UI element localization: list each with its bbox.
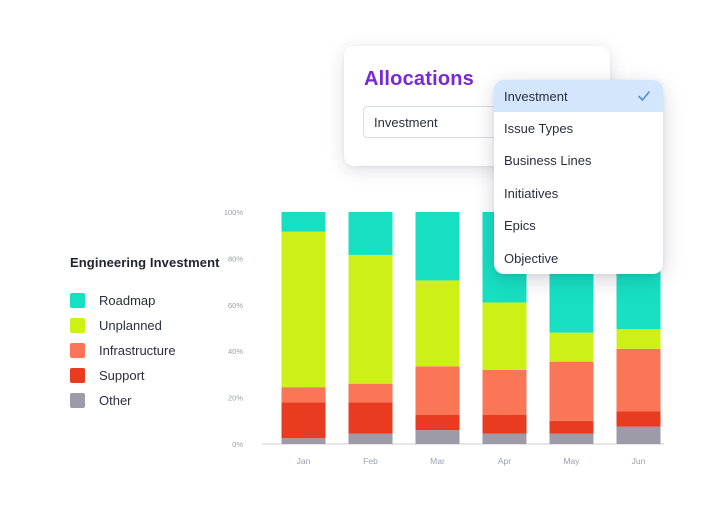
bar-segment-roadmap-feb <box>348 212 393 255</box>
chart-legend: Engineering Investment Roadmap Unplanned I… <box>70 255 230 413</box>
bar-segment-infrastructure-may <box>549 361 594 421</box>
legend-item-unplanned: Unplanned <box>70 313 230 338</box>
x-tick-label: May <box>563 456 580 466</box>
bar-segment-roadmap-jan <box>281 212 326 232</box>
bar-segment-other-mar <box>415 430 460 444</box>
legend-item-other: Other <box>70 388 230 413</box>
legend-item-infrastructure: Infrastructure <box>70 338 230 363</box>
x-tick-label: Mar <box>430 456 445 466</box>
bar-segment-support-apr <box>482 415 527 434</box>
dropdown-option-label: Epics <box>504 218 536 234</box>
bar-segment-other-jan <box>281 438 326 444</box>
legend-label: Roadmap <box>99 293 156 308</box>
bar-segment-infrastructure-feb <box>348 383 393 403</box>
bar-segment-other-may <box>549 433 594 444</box>
bar-segment-unplanned-jan <box>281 231 326 388</box>
legend-item-support: Support <box>70 363 230 388</box>
dropdown-option-epics[interactable]: Epics <box>494 210 663 242</box>
legend-title: Engineering Investment <box>70 255 220 270</box>
card-title: Allocations <box>364 68 474 90</box>
legend-swatch <box>70 343 85 358</box>
legend-item-roadmap: Roadmap <box>70 288 230 313</box>
legend-items: Roadmap Unplanned Infrastructure Support Oth… <box>70 288 230 413</box>
x-tick-label: Jun <box>632 456 646 466</box>
bar-segment-infrastructure-jun <box>616 348 661 412</box>
bar-segment-unplanned-apr <box>482 302 527 370</box>
dropdown-option-objective[interactable]: Objective <box>494 242 663 274</box>
dropdown-option-label: Initiatives <box>504 185 559 201</box>
bar-segment-infrastructure-apr <box>482 369 527 415</box>
x-tick-label: Feb <box>363 456 378 466</box>
select-value: Investment <box>374 114 438 130</box>
bar-segment-other-jun <box>616 426 661 444</box>
bar-segment-unplanned-mar <box>415 280 460 367</box>
legend-label: Support <box>99 368 145 383</box>
bar-segment-infrastructure-mar <box>415 366 460 415</box>
dropdown-option-label: Issue Types <box>504 121 574 137</box>
x-tick-label: Apr <box>498 456 511 466</box>
bar-segment-unplanned-may <box>549 332 594 362</box>
bar-segment-roadmap-mar <box>415 212 460 281</box>
y-tick-label: 0% <box>232 440 243 449</box>
bar-segment-unplanned-feb <box>348 254 393 384</box>
bar-segment-unplanned-jun <box>616 329 661 349</box>
y-tick-label: 60% <box>228 301 243 310</box>
y-tick-label: 40% <box>228 347 243 356</box>
dropdown-option-label: Objective <box>504 250 559 266</box>
dropdown-option-label: Investment <box>504 88 568 104</box>
legend-swatch <box>70 368 85 383</box>
bar-segment-support-jun <box>616 411 661 427</box>
legend-swatch <box>70 393 85 408</box>
legend-label: Unplanned <box>99 318 162 333</box>
dropdown-option-initiatives[interactable]: Initiatives <box>494 177 663 209</box>
allocation-dropdown-menu: Investment Issue Types Business Lines Initi… <box>494 80 663 274</box>
bar-segment-other-apr <box>482 433 527 444</box>
legend-label: Other <box>99 393 132 408</box>
bar-segment-support-mar <box>415 415 460 431</box>
y-tick-label: 20% <box>228 394 243 403</box>
dropdown-option-label: Business Lines <box>504 153 592 169</box>
x-tick-label: Jan <box>297 456 311 466</box>
y-tick-label: 100% <box>224 208 244 217</box>
check-icon <box>638 91 650 101</box>
dropdown-option-investment[interactable]: Investment <box>494 80 663 113</box>
legend-swatch <box>70 318 85 333</box>
bar-segment-support-jan <box>281 402 326 439</box>
bar-segment-infrastructure-jan <box>281 387 326 403</box>
legend-label: Infrastructure <box>99 343 176 358</box>
dropdown-option-business-lines[interactable]: Business Lines <box>494 145 663 177</box>
dropdown-option-issue-types[interactable]: Issue Types <box>494 112 663 144</box>
bar-segment-support-feb <box>348 402 393 434</box>
y-tick-label: 80% <box>228 254 243 263</box>
bar-segment-support-may <box>549 420 594 434</box>
legend-swatch <box>70 293 85 308</box>
bar-segment-other-feb <box>348 433 393 444</box>
